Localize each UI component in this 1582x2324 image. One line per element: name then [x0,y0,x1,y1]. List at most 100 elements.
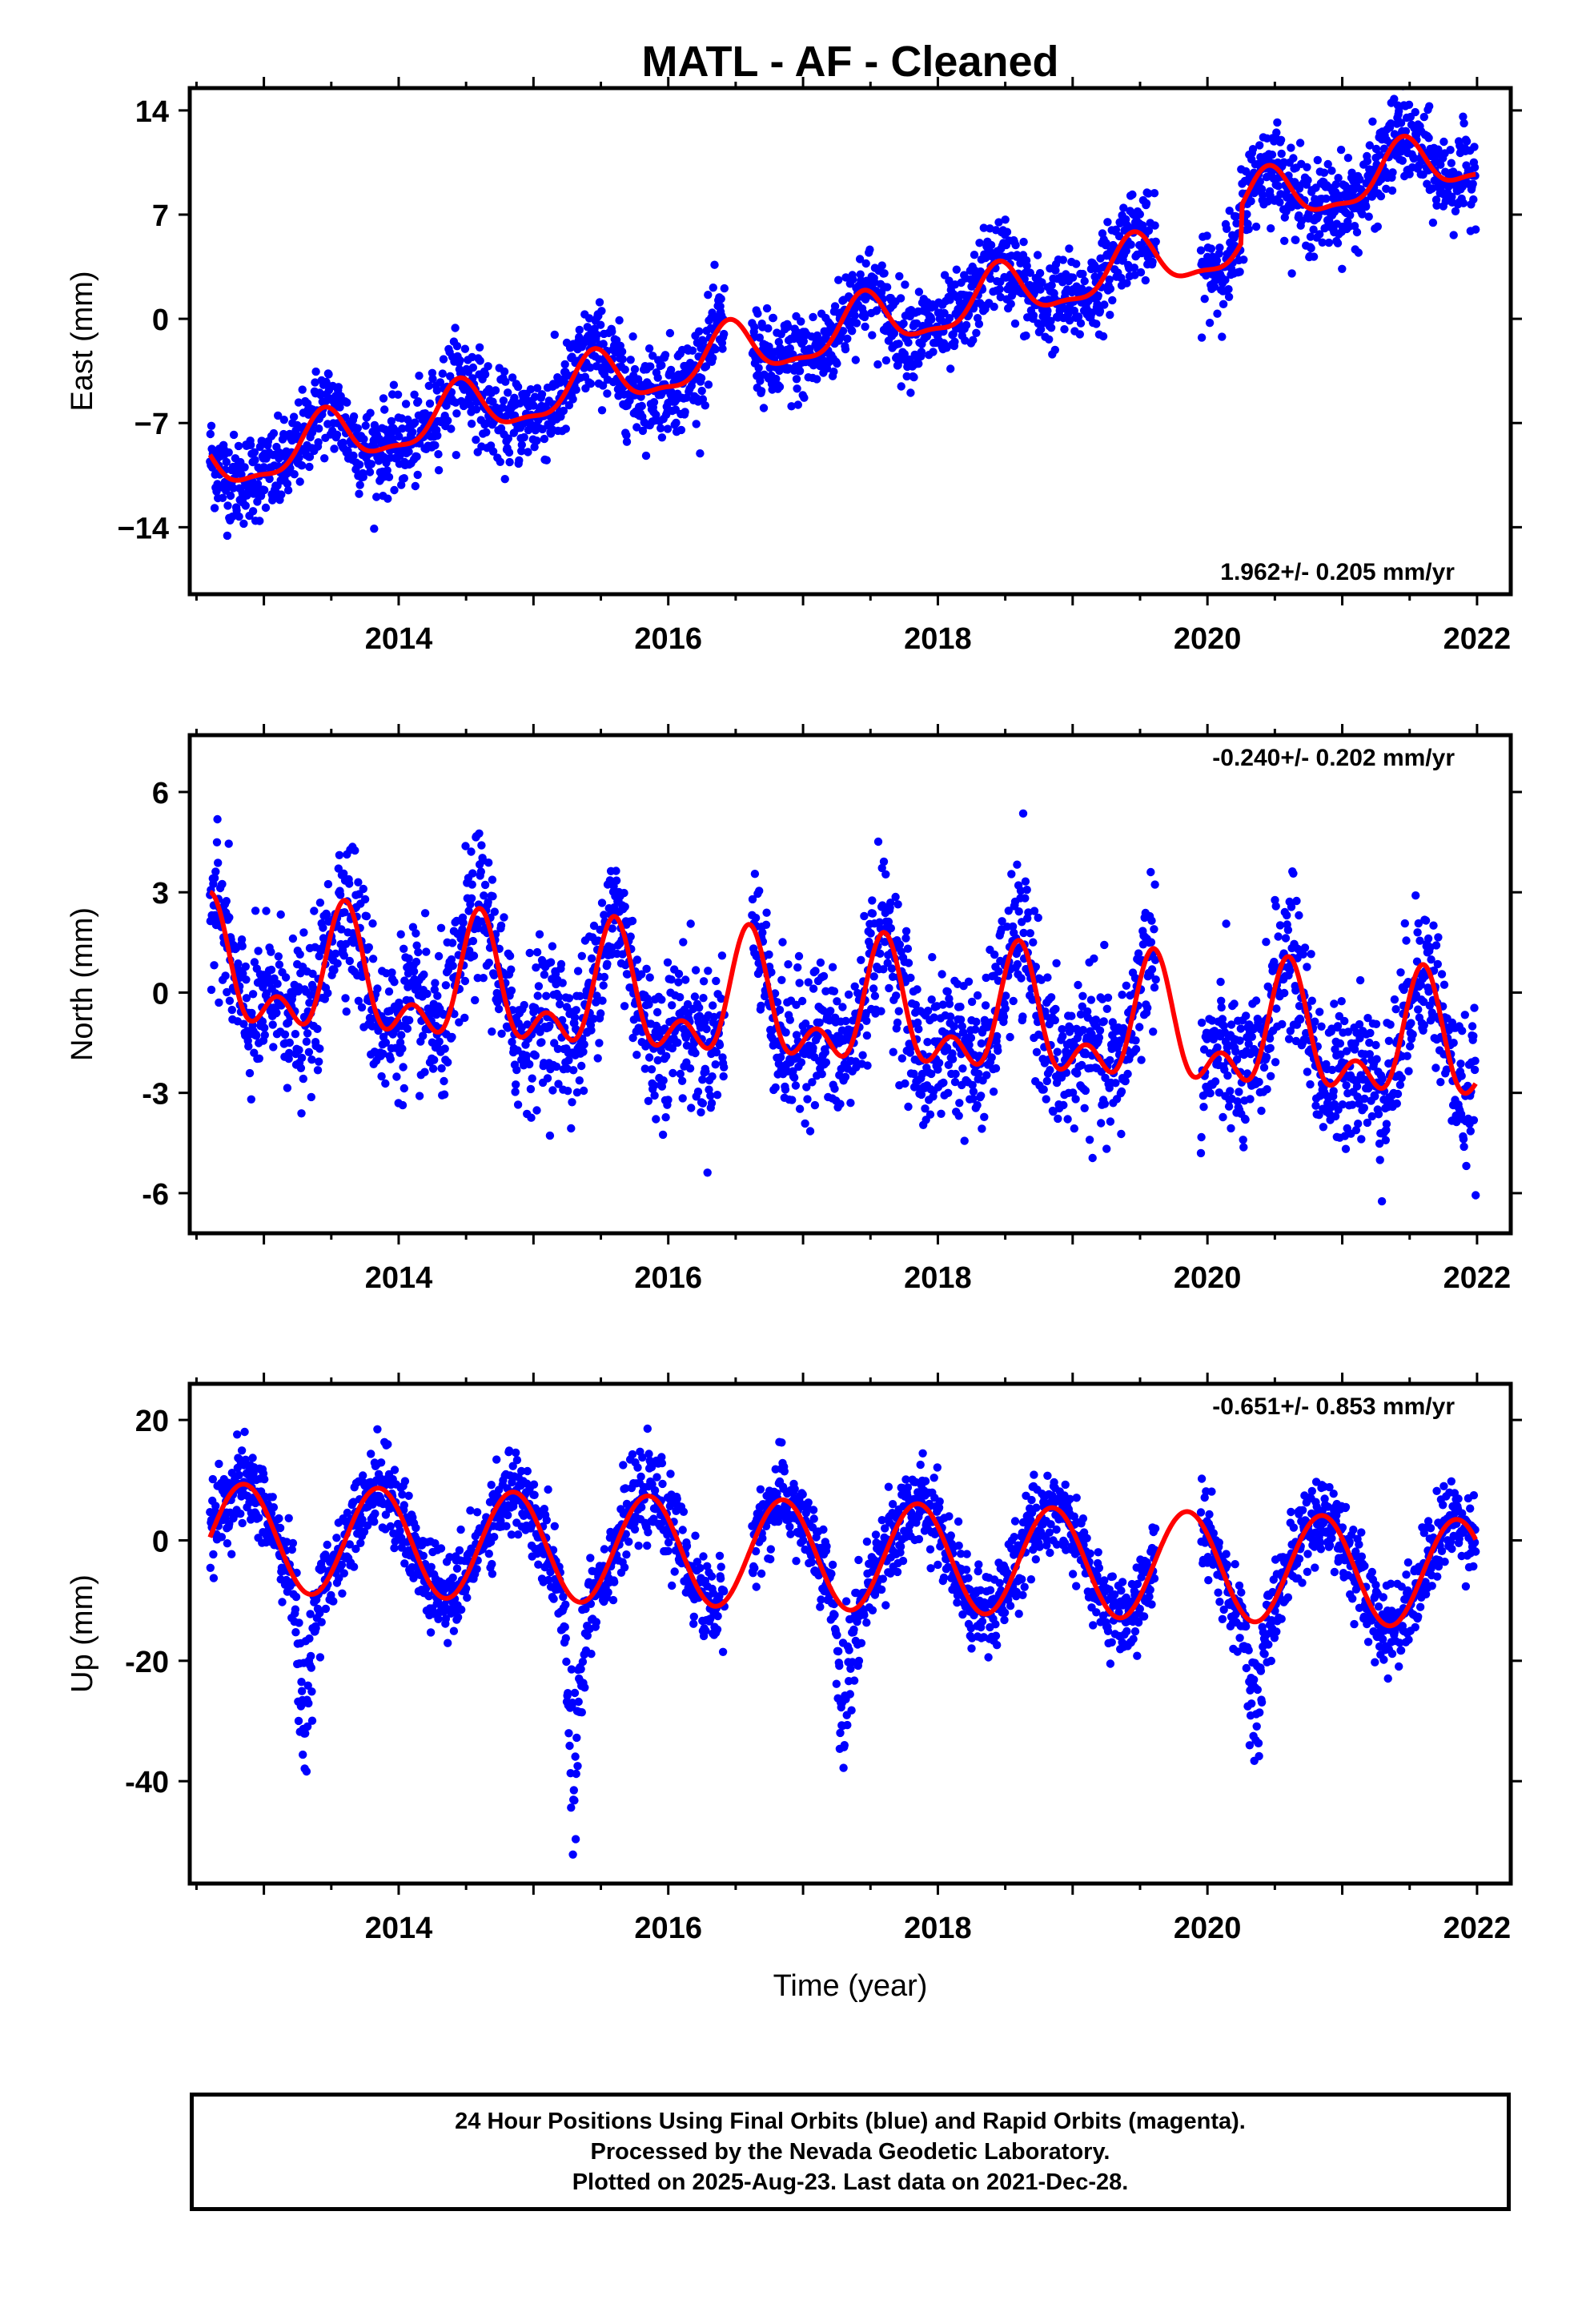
data-point [531,1003,540,1012]
data-point [620,365,629,374]
data-point [561,424,570,433]
data-point [537,390,547,399]
data-point [213,814,222,824]
data-point [1046,316,1055,325]
data-point [1217,996,1226,1006]
data-point [306,991,315,999]
data-point [444,1058,452,1067]
data-point [848,327,857,336]
data-point [1146,938,1156,947]
data-point [459,919,468,927]
data-point [430,1055,439,1064]
data-point [535,930,544,939]
data-point [841,1016,850,1026]
data-point [701,362,711,371]
data-point [313,1024,322,1034]
data-point [484,898,492,907]
data-point [810,1100,820,1110]
data-point [1303,163,1311,171]
data-point [1375,1139,1384,1148]
data-point [467,847,476,856]
data-point [239,519,248,529]
data-point [299,1074,307,1084]
data-point [1002,227,1012,236]
data-point [439,355,448,364]
data-point [789,1073,799,1082]
data-point [568,1098,576,1107]
data-point [1021,877,1030,886]
data-point [467,420,476,428]
data-point [819,971,829,981]
data-point [383,494,392,503]
data-point [1424,134,1433,143]
data-point [647,1065,656,1074]
data-point [797,996,807,1006]
data-point [1309,225,1318,234]
data-point [702,1024,711,1034]
data-point [222,897,231,906]
data-point [1212,256,1222,265]
data-point [1058,255,1068,264]
data-point [720,1063,729,1072]
data-point [887,964,897,973]
data-point [419,1031,428,1040]
data-point [399,1063,408,1072]
data-point [1097,1068,1106,1076]
data-point [861,322,869,332]
data-point [701,401,709,410]
data-point [980,1112,989,1122]
data-point [873,360,882,369]
data-point [368,955,378,963]
data-point [452,409,461,418]
data-point [868,331,877,340]
data-point [1045,335,1054,344]
data-point [793,384,801,393]
data-point [564,400,574,410]
data-point [212,838,222,847]
data-point [225,996,235,1005]
data-point [698,1076,707,1084]
data-point [1058,1031,1067,1041]
data-point [849,275,857,284]
data-point [237,935,247,944]
data-point [620,888,628,898]
data-point [944,1060,954,1070]
data-point [1267,1072,1275,1081]
data-point [661,351,670,360]
data-point [1090,954,1098,963]
data-point [1009,996,1018,1006]
data-point [398,1044,407,1053]
data-point [1205,319,1215,328]
data-point [250,448,259,456]
data-point [517,447,526,456]
data-point [873,306,881,315]
data-point [945,999,954,1008]
data-point [679,938,688,947]
data-point [1368,117,1377,126]
data-point [1439,137,1448,147]
data-point [440,1090,449,1099]
data-point [1387,186,1397,195]
data-point [442,401,451,410]
data-point [921,1104,930,1113]
data-point [717,295,725,304]
data-point [788,1096,797,1104]
data-point [1031,963,1041,971]
data-point [678,1094,687,1103]
data-point [1058,1025,1066,1034]
data-point [210,961,219,970]
data-point [981,1001,990,1010]
data-point [600,972,609,982]
data-point [1081,1086,1090,1096]
data-point [1247,197,1255,206]
data-point [1232,219,1241,228]
data-point [1150,880,1159,889]
data-point [1018,1012,1027,1021]
data-point [460,1013,469,1023]
data-point [1363,1014,1372,1023]
data-point [403,1024,412,1033]
data-point [1331,180,1340,189]
data-point [1374,1110,1383,1119]
data-point [297,1053,307,1063]
data-point [843,334,852,344]
